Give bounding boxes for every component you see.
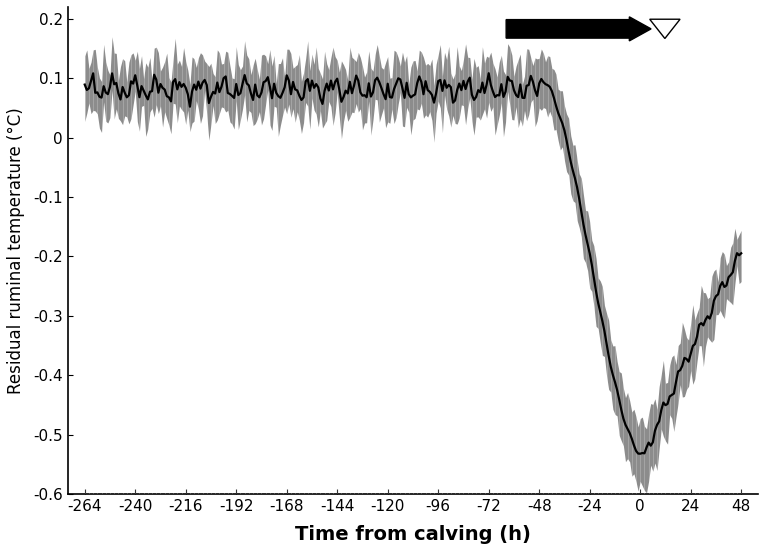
Y-axis label: Residual ruminal temperature (°C): Residual ruminal temperature (°C) <box>7 107 25 394</box>
Polygon shape <box>649 19 680 39</box>
X-axis label: Time from calving (h): Time from calving (h) <box>295 525 531 544</box>
FancyArrow shape <box>506 17 651 41</box>
